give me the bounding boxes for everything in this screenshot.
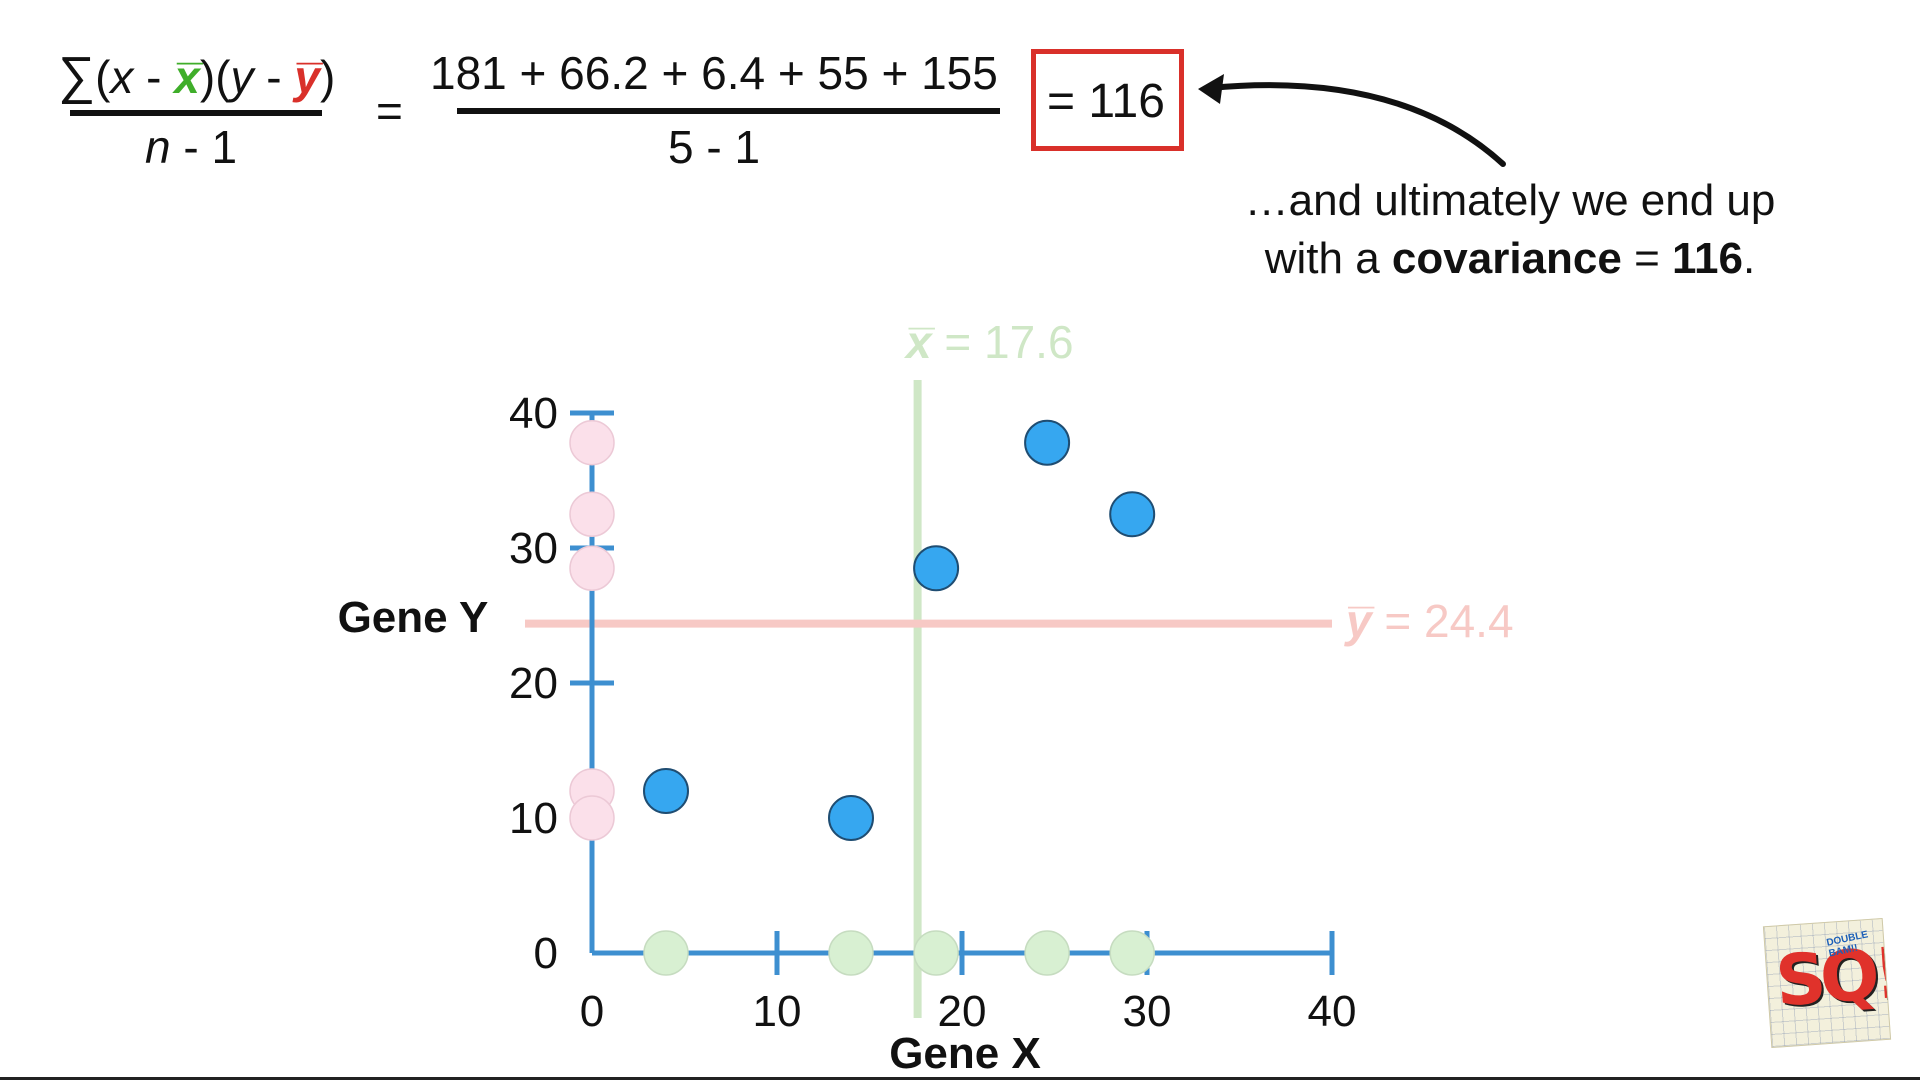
x-projection-point (1024, 930, 1070, 976)
y-axis-title: Gene Y (338, 593, 489, 642)
covariance-numerator: ∑(x - x̅)(y - y̅) (58, 46, 335, 106)
y-tick-label: 10 (509, 794, 558, 843)
y-projection-point (569, 545, 615, 591)
x-projection-point (913, 930, 959, 976)
sum-of-products: 181 + 66.2 + 6.4 + 55 + 155 (430, 47, 998, 99)
data-point (643, 768, 689, 814)
y-variable: y (230, 51, 254, 103)
caption-prefix: with a (1264, 234, 1392, 283)
x-tick-label: 10 (753, 987, 802, 1036)
mean-y-label: y̅ = 24.4 (1344, 595, 1514, 647)
x-variable: x (110, 51, 134, 103)
x-tick-label: 30 (1123, 987, 1172, 1036)
covariance-result: = 116 (1047, 75, 1165, 128)
covariance-denominator: n - 1 (145, 120, 237, 174)
x-projection-point (1109, 930, 1155, 976)
n-variable: n (145, 121, 171, 173)
pointer-arrow (1198, 74, 1506, 167)
data-point (913, 545, 960, 592)
x-tick-label: 20 (938, 987, 987, 1036)
x-tick-label: 40 (1308, 987, 1357, 1036)
bottom-border (0, 1077, 1920, 1080)
y-tick-label: 20 (509, 659, 558, 708)
data-point (1024, 419, 1071, 466)
y-projection-point (569, 491, 615, 537)
mid-paren: )( (199, 51, 231, 103)
open-paren: ( (95, 51, 111, 103)
caption-line-1: …and ultimately we end up (1244, 176, 1776, 225)
data-point (828, 795, 874, 841)
equals-sign: = (376, 85, 403, 137)
y-tick-label: 30 (509, 524, 558, 573)
fraction-bar-numeric (457, 108, 1000, 114)
caption-equals: = (1621, 234, 1673, 283)
y-tick-label: 40 (509, 389, 558, 438)
minus-one: - 1 (170, 121, 238, 173)
statquest-logo: SQ! DOUBLE BAM!! (1762, 917, 1892, 1049)
sigma-symbol: ∑ (58, 47, 96, 105)
result-box (1031, 49, 1184, 151)
close-paren: ) (320, 51, 336, 103)
x-projection-point (828, 930, 874, 976)
caption-line-2: with a covariance = 116. (1190, 230, 1830, 288)
caption-bold-value: 116 (1672, 234, 1743, 283)
sample-denominator: 5 - 1 (668, 121, 761, 173)
y-projection-point (569, 795, 615, 841)
x-axis-title: Gene X (889, 1029, 1041, 1078)
caption-bold-term: covariance (1391, 234, 1622, 283)
caption: …and ultimately we end up with a covaria… (1190, 172, 1830, 288)
minus-sign: - (133, 51, 175, 103)
y-bar-symbol: y̅ (294, 51, 321, 103)
minus-sign: - (253, 51, 295, 103)
x-tick-label: 0 (580, 987, 604, 1036)
x-projection-point (643, 930, 689, 976)
fraction-bar-general (70, 110, 322, 116)
y-projection-point (569, 419, 615, 466)
y-tick-label: 0 (534, 929, 558, 978)
data-point (1109, 491, 1156, 538)
mean-x-label: x̅ = 17.6 (903, 316, 1074, 368)
x-bar-symbol: x̅ (174, 51, 200, 103)
caption-period: . (1743, 234, 1756, 283)
